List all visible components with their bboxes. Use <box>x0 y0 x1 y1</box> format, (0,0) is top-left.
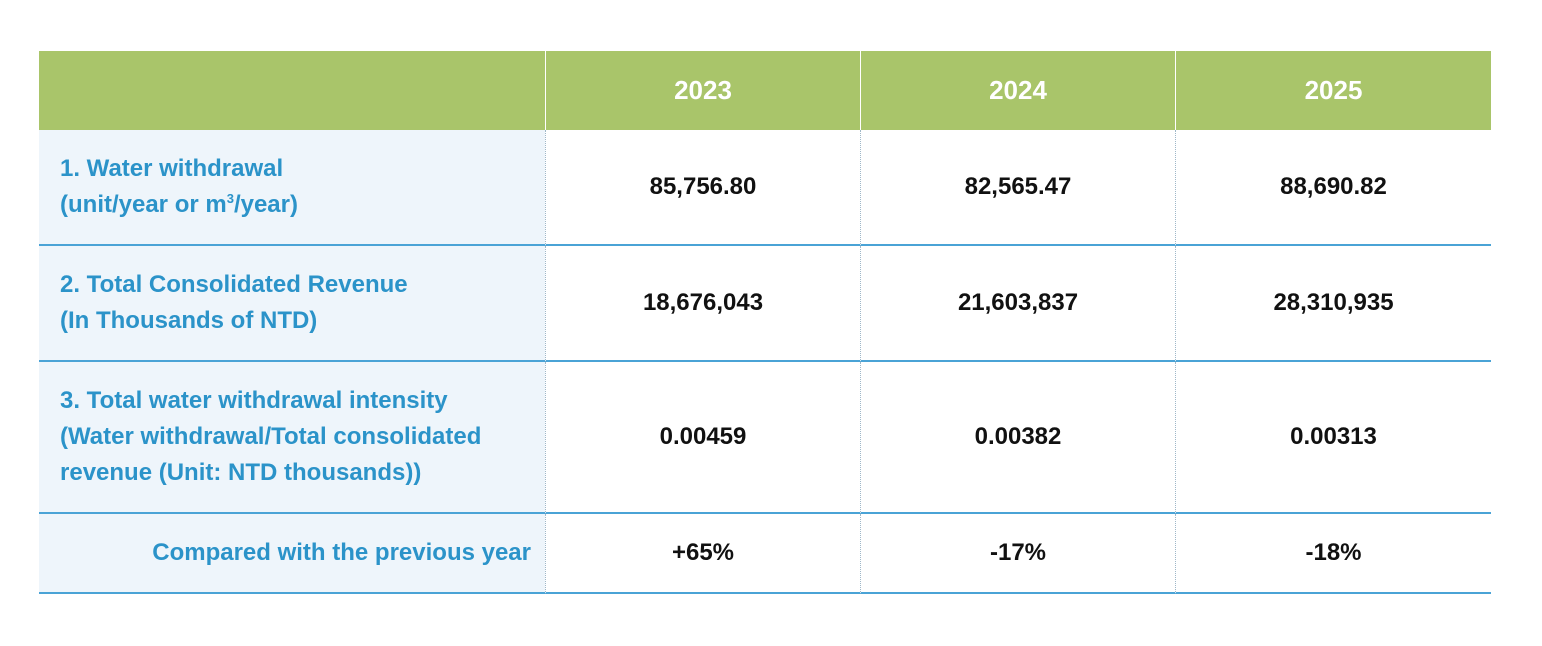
value-cell: 0.00313 <box>1175 362 1491 514</box>
value-cell: 88,690.82 <box>1175 130 1491 246</box>
row-label-withdrawal-intensity: 3. Total water withdrawal intensity (Wat… <box>39 362 545 514</box>
value-cell: +65% <box>545 514 860 594</box>
row-label-line: Compared with the previous year <box>152 539 531 566</box>
header-empty-cell <box>39 51 545 130</box>
header-year-2024: 2024 <box>860 51 1175 130</box>
value-cell: 21,603,837 <box>860 246 1175 362</box>
value-cell: -17% <box>860 514 1175 594</box>
row-label-compared-previous-year: Compared with the previous year <box>39 514 545 594</box>
value-cell: 28,310,935 <box>1175 246 1491 362</box>
value-cell: 0.00382 <box>860 362 1175 514</box>
header-year-2023: 2023 <box>545 51 860 130</box>
row-label-line: 2. Total Consolidated Revenue <box>60 271 408 298</box>
row-label-water-withdrawal: 1. Water withdrawal (unit/year or m3/yea… <box>39 130 545 246</box>
row-label-line: revenue (Unit: NTD thousands)) <box>60 459 422 486</box>
row-label-line: 3. Total water withdrawal intensity <box>60 387 448 414</box>
value-cell: 82,565.47 <box>860 130 1175 246</box>
value-cell: -18% <box>1175 514 1491 594</box>
row-label-line: (In Thousands of NTD) <box>60 307 318 334</box>
value-cell: 85,756.80 <box>545 130 860 246</box>
header-year-2025: 2025 <box>1175 51 1491 130</box>
superscript: 3 <box>226 191 234 206</box>
value-cell: 18,676,043 <box>545 246 860 362</box>
value-cell: 0.00459 <box>545 362 860 514</box>
water-withdrawal-table: 2023 2024 2025 1. Water withdrawal (unit… <box>39 51 1491 594</box>
row-label-line: (unit/year or m3/year) <box>60 191 298 218</box>
row-label-line: 1. Water withdrawal <box>60 155 284 182</box>
row-label-total-revenue: 2. Total Consolidated Revenue (In Thousa… <box>39 246 545 362</box>
row-label-line: (Water withdrawal/Total consolidated <box>60 423 482 450</box>
